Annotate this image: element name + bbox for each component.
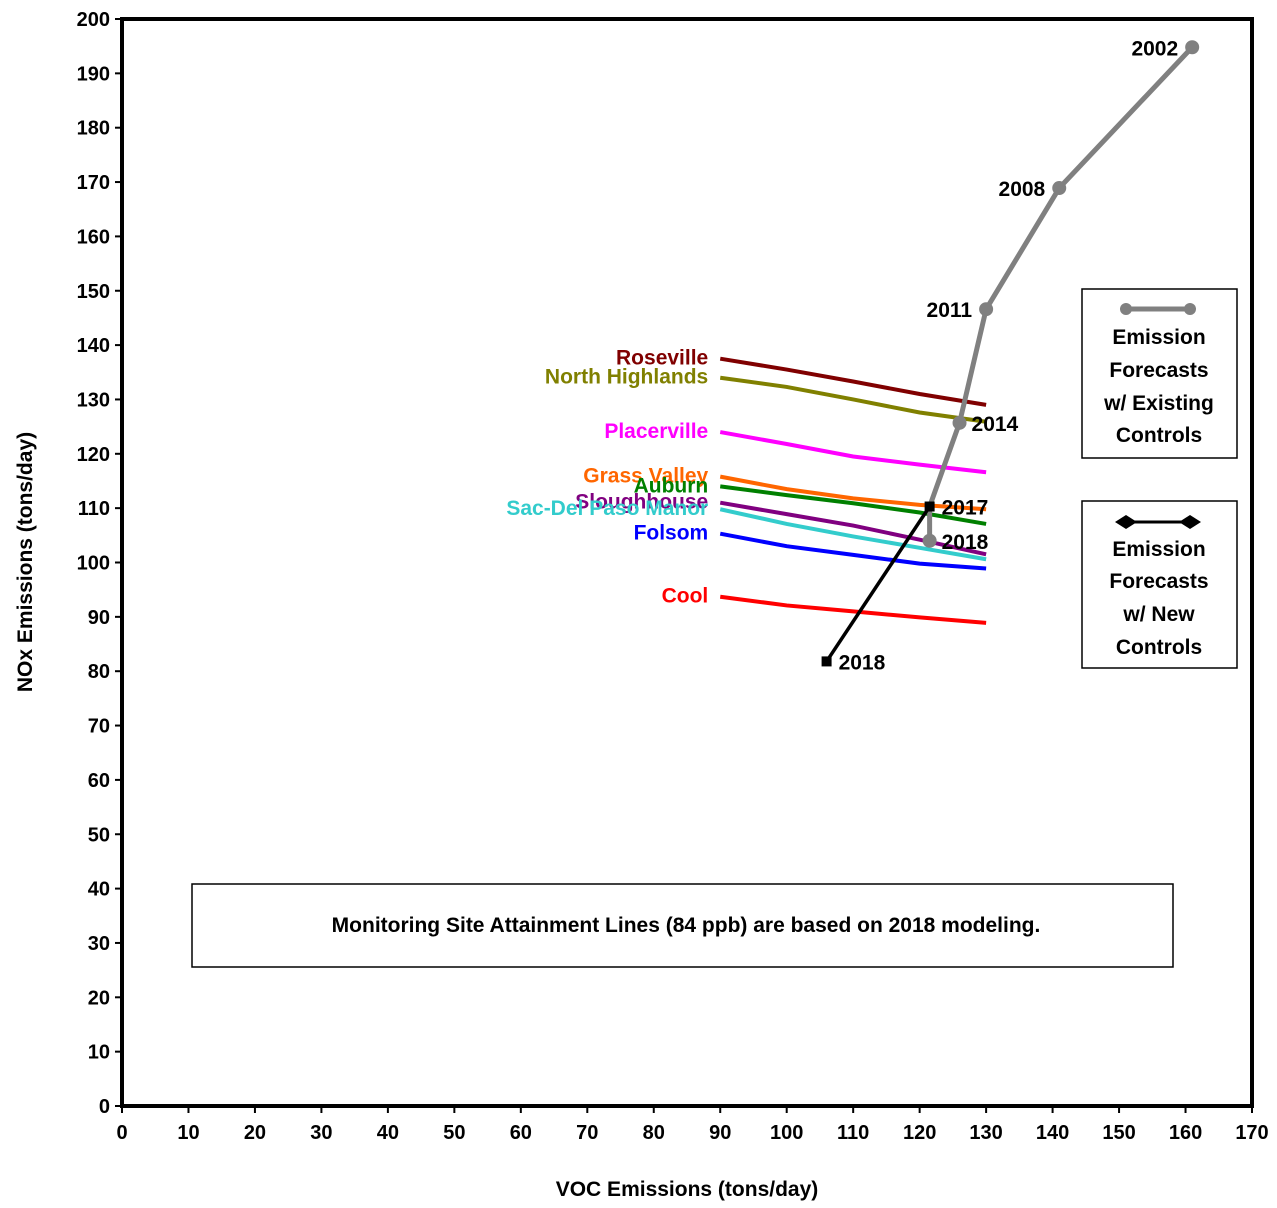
y-tick-label: 160 xyxy=(77,226,110,248)
year-label-2014: 2014 xyxy=(972,413,1019,436)
year-label-2018: 2018 xyxy=(942,531,989,554)
attainment-line-roseville xyxy=(719,356,987,407)
x-axis-label: VOC Emissions (tons/day) xyxy=(556,1178,819,1201)
legend-marker-new-right xyxy=(1179,515,1201,529)
legend-marker-existing-right xyxy=(1184,303,1196,315)
x-tick-label: 10 xyxy=(177,1122,199,1144)
y-tick-label: 190 xyxy=(77,63,110,85)
y-tick-label: 150 xyxy=(77,281,110,303)
x-tick-label: 70 xyxy=(576,1122,598,1144)
attainment-label: Placerville xyxy=(604,420,708,443)
y-tick-label: 40 xyxy=(88,879,110,901)
attainment-label: Auburn xyxy=(634,474,709,497)
existing-controls-line xyxy=(927,45,1194,541)
new-point-2018 xyxy=(821,656,832,667)
new-controls-line xyxy=(825,505,932,663)
year-label-2011: 2011 xyxy=(927,299,973,322)
attainment-line-auburn xyxy=(719,484,987,526)
attainment-line-sac-del-paso-manor xyxy=(719,507,987,562)
legend-existing-line-2: Forecasts xyxy=(1109,359,1208,382)
y-tick-label: 0 xyxy=(99,1096,110,1118)
x-tick-label: 20 xyxy=(244,1122,266,1144)
year-label-2002: 2002 xyxy=(1131,37,1178,60)
y-tick-label: 100 xyxy=(77,553,110,575)
y-tick-label: 110 xyxy=(78,498,110,520)
x-tick-label: 170 xyxy=(1235,1122,1268,1144)
attainment-label: Sac-Del Paso Manor xyxy=(506,497,708,520)
attainment-label: Sloughhouse xyxy=(575,491,708,514)
note-text: Monitoring Site Attainment Lines (84 ppb… xyxy=(332,914,1041,937)
y-tick-label: 20 xyxy=(88,987,110,1009)
y-tick-label: 170 xyxy=(77,172,110,194)
attainment-label: Grass Valley xyxy=(583,465,708,488)
forecast-series xyxy=(821,40,1200,667)
legend-marker-existing-left xyxy=(1120,303,1132,315)
note-box-frame xyxy=(191,883,1174,968)
x-tick-label: 150 xyxy=(1102,1122,1135,1144)
x-tick-label: 90 xyxy=(709,1122,731,1144)
attainment-label: North Highlands xyxy=(545,366,708,389)
attainment-line-grass-valley xyxy=(719,474,987,512)
year-label-2008: 2008 xyxy=(999,178,1046,201)
y-tick-label: 70 xyxy=(88,716,110,738)
legend-box-new xyxy=(1081,500,1238,669)
existing-point-2008 xyxy=(1052,181,1067,196)
x-tick-label: 80 xyxy=(643,1122,665,1144)
legend-existing-line-4: Controls xyxy=(1116,424,1202,447)
legend-new-controls: Emission Forecasts w/ New Controls xyxy=(1081,500,1238,669)
legend-new-line-1: Emission xyxy=(1112,538,1205,561)
y-tick-label: 130 xyxy=(77,389,110,411)
y-axis-label: NOx Emissions (tons/day) xyxy=(14,432,37,692)
x-tick-label: 120 xyxy=(903,1122,936,1144)
legend-new-line-2: Forecasts xyxy=(1109,570,1208,593)
y-tick-label: 60 xyxy=(88,770,110,792)
y-tick-label: 10 xyxy=(88,1042,110,1064)
existing-point-2011 xyxy=(979,302,994,317)
legend-marker-new-left xyxy=(1115,515,1137,529)
x-axis-ticks: 0 10 20 30 40 50 60 70 80 90 100 110 120 130 140 150 160… xyxy=(116,1106,1269,1144)
attainment-line-sloughhouse xyxy=(719,500,987,557)
attainment-label: Roseville xyxy=(616,347,708,370)
legend-new-line-4: Controls xyxy=(1116,636,1202,659)
x-tick-label: 160 xyxy=(1169,1122,1202,1144)
y-tick-label: 180 xyxy=(77,118,110,140)
existing-point-2014 xyxy=(952,415,967,430)
y-tick-label: 140 xyxy=(77,335,110,357)
year-label-2018: 2018 xyxy=(839,651,886,674)
x-tick-label: 40 xyxy=(377,1122,399,1144)
attainment-line-folsom xyxy=(719,531,987,571)
x-tick-label: 50 xyxy=(443,1122,465,1144)
y-tick-label: 200 xyxy=(77,9,110,31)
legend-existing-line-3: w/ Existing xyxy=(1103,392,1214,415)
new-point-2017 xyxy=(924,501,935,512)
year-label-2017: 2017 xyxy=(942,497,989,520)
existing-point-2018 xyxy=(922,533,937,548)
year-labels: 2002 2008 2011 2014 2017 2018 2018 xyxy=(839,37,1179,674)
x-tick-label: 140 xyxy=(1036,1122,1069,1144)
x-tick-label: 0 xyxy=(116,1122,127,1144)
existing-point-2002 xyxy=(1185,40,1200,55)
x-tick-label: 110 xyxy=(837,1122,869,1144)
x-tick-label: 130 xyxy=(969,1122,1002,1144)
attainment-line-cool xyxy=(719,594,987,625)
y-tick-label: 120 xyxy=(77,444,110,466)
legend-existing-line-1: Emission xyxy=(1112,326,1205,349)
attainment-label: Cool xyxy=(662,585,709,608)
attainment-label: Folsom xyxy=(634,522,709,545)
y-axis-ticks: 0 10 20 30 40 50 60 70 80 90 100 110 120 130 140 150 160… xyxy=(77,9,122,1118)
legend-existing-controls: Emission Forecasts w/ Existing Controls xyxy=(1081,288,1238,459)
x-tick-label: 30 xyxy=(310,1122,332,1144)
note-box: Monitoring Site Attainment Lines (84 ppb… xyxy=(191,883,1174,968)
y-tick-label: 80 xyxy=(88,661,110,683)
legend-new-line-3: w/ New xyxy=(1122,603,1195,626)
y-tick-label: 90 xyxy=(88,607,110,629)
y-tick-label: 30 xyxy=(88,933,110,955)
x-tick-label: 60 xyxy=(510,1122,532,1144)
x-tick-label: 100 xyxy=(770,1122,803,1144)
attainment-line-north-highlands xyxy=(719,375,987,424)
legend-box-existing xyxy=(1081,288,1238,459)
y-tick-label: 50 xyxy=(88,824,110,846)
